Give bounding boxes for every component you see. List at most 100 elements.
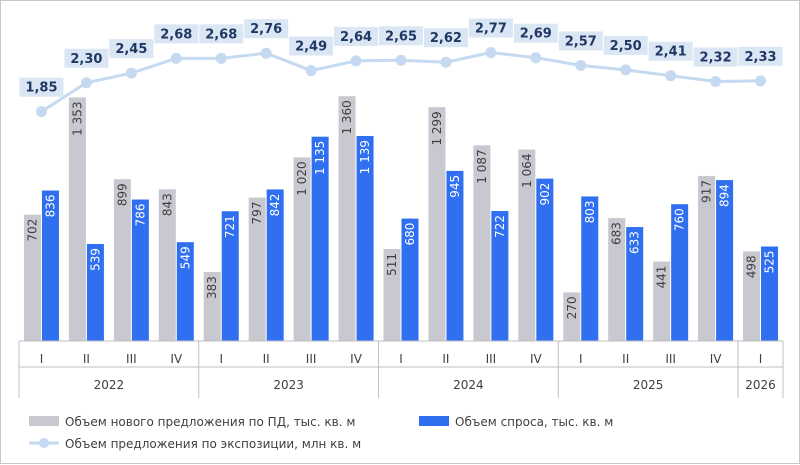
bar-demand [176, 242, 194, 341]
bar-demand [581, 196, 599, 341]
legend-swatch [419, 416, 449, 426]
bar-value-label: 539 [88, 248, 102, 271]
line-point [215, 52, 227, 64]
bar-value-label: 383 [205, 276, 219, 299]
line-value-label: 2,32 [700, 50, 732, 65]
legend-label: Объем предложения по экспозиции, млн кв.… [65, 437, 361, 451]
bar-value-label: 894 [718, 184, 732, 207]
line-point [620, 64, 632, 76]
bar-demand [716, 180, 734, 341]
bar-value-label: 1 299 [430, 111, 444, 145]
bar-value-label: 633 [628, 231, 642, 254]
bar-value-label: 549 [178, 246, 192, 269]
bar-demand [131, 199, 149, 341]
bar-supply [338, 96, 356, 341]
bar-value-label: 786 [133, 204, 147, 227]
bar-value-label: 917 [700, 180, 714, 203]
line-label-box [154, 24, 199, 44]
line-value-label: 2,45 [115, 42, 147, 57]
bar-supply [428, 107, 446, 342]
x-tick-label: IV [350, 352, 363, 366]
x-tick-label: I [40, 352, 44, 366]
bar-value-label: 902 [538, 183, 552, 206]
bar-value-label: 899 [115, 183, 129, 206]
bar-supply [293, 157, 311, 341]
x-tick-label: IV [170, 352, 183, 366]
line-point [755, 75, 767, 87]
line-point [260, 47, 272, 59]
bar-value-label: 836 [43, 195, 57, 218]
bar-value-label: 945 [448, 175, 462, 198]
line-value-label: 2,64 [340, 30, 372, 45]
legend-swatch [29, 416, 59, 426]
legend-swatch-point [39, 438, 49, 448]
bar-value-label: 1 353 [70, 101, 84, 135]
x-tick-label: IV [710, 352, 723, 366]
bar-value-label: 803 [583, 200, 597, 223]
bar-demand [446, 170, 464, 341]
bar-supply [563, 292, 581, 341]
line-label-box [558, 31, 603, 51]
bar-supply [518, 149, 536, 341]
legend-label: Объем спроса, тыс. кв. м [455, 415, 613, 429]
bar-value-label: 1 360 [340, 100, 354, 134]
x-tick-label: IV [530, 352, 543, 366]
line-value-label: 2,33 [744, 50, 776, 65]
line-label-box [693, 47, 738, 67]
bar-value-label: 1 087 [475, 149, 489, 183]
x-tick-label: II [263, 352, 270, 366]
x-tick-label: III [306, 352, 317, 366]
line-label-box [468, 18, 513, 38]
line-label-box [738, 46, 783, 66]
bar-supply [248, 197, 266, 341]
line-value-label: 2,68 [205, 27, 237, 42]
x-tick-label: II [622, 352, 629, 366]
line-point [710, 75, 722, 87]
line-label-box [109, 39, 154, 59]
x-tick-label: II [83, 352, 90, 366]
bar-supply [158, 189, 176, 341]
bar-value-label: 441 [655, 266, 669, 289]
line-point [35, 106, 47, 118]
line-label-box [244, 19, 289, 39]
bar-value-label: 680 [403, 223, 417, 246]
line-point [305, 65, 317, 77]
x-tick-label: III [126, 352, 137, 366]
line-label-box [64, 48, 109, 68]
x-tick-label: III [486, 352, 497, 366]
line-label-box [379, 26, 423, 46]
bar-supply [473, 145, 491, 341]
line-value-label: 2,62 [430, 31, 462, 46]
bar-demand [86, 243, 104, 341]
line-value-label: 2,76 [250, 22, 282, 37]
bar-supply [608, 218, 626, 341]
line-value-label: 2,77 [475, 22, 507, 37]
bar-value-label: 498 [745, 255, 759, 278]
bar-demand [41, 190, 59, 341]
x-tick-label: I [219, 352, 223, 366]
bar-value-label: 511 [385, 253, 399, 276]
x-group-label: 2022 [94, 378, 125, 392]
bar-supply [68, 97, 86, 342]
line-point [125, 67, 137, 79]
bar-supply [698, 175, 716, 341]
x-group-label: 2024 [453, 378, 484, 392]
bar-demand [401, 218, 419, 341]
x-group-label: 2025 [633, 378, 664, 392]
line-label-box [423, 28, 468, 48]
x-tick-label: II [442, 352, 449, 366]
bar-value-label: 702 [25, 219, 39, 242]
bar-value-label: 1 064 [520, 153, 534, 187]
bar-value-label: 525 [763, 251, 777, 274]
line-value-label: 1,85 [25, 81, 57, 96]
bar-value-label: 270 [565, 296, 579, 319]
line-point [440, 56, 452, 68]
line-point [395, 54, 407, 66]
bar-supply [23, 214, 41, 341]
line-value-label: 2,50 [610, 39, 642, 54]
bar-value-label: 842 [268, 193, 282, 216]
line-value-label: 2,30 [70, 52, 102, 67]
bar-demand [671, 204, 689, 341]
x-tick-label: I [759, 352, 763, 366]
